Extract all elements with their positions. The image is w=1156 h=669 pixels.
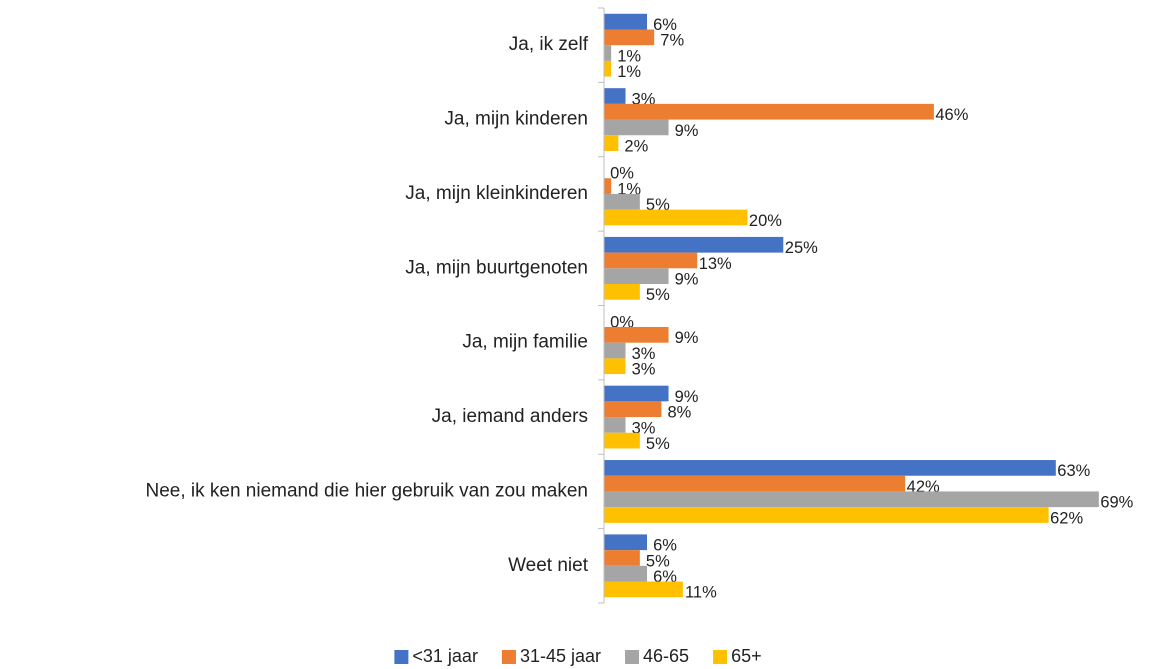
bar [604, 103, 934, 120]
legend-label: 65+ [731, 646, 762, 666]
legend-swatch [394, 650, 409, 664]
bar [604, 401, 662, 418]
legend-swatch [625, 650, 640, 664]
category-label: Nee, ik ken niemand die hier gebruik van… [145, 480, 588, 501]
legend-label: 46-65 [643, 646, 689, 666]
bar [604, 236, 784, 253]
bar [604, 581, 683, 598]
data-label: 25% [785, 239, 818, 257]
category-label: Weet niet [508, 555, 589, 576]
data-label: 6% [653, 16, 677, 34]
data-label: 3% [632, 361, 656, 379]
data-label: 0% [610, 165, 634, 183]
bar [604, 460, 1056, 476]
bar [604, 119, 669, 136]
data-label: 11% [685, 584, 717, 602]
bar [604, 193, 640, 210]
data-label: 9% [675, 329, 699, 347]
data-label: 1% [617, 63, 641, 81]
bar [604, 432, 640, 449]
data-label: 5% [646, 435, 670, 453]
data-label: 69% [1100, 494, 1133, 512]
data-label: 8% [667, 404, 691, 422]
bar [604, 507, 1049, 523]
data-label: 1% [617, 47, 641, 65]
bar [604, 385, 669, 402]
bar [604, 326, 669, 343]
data-label: 5% [646, 552, 670, 570]
data-label: 9% [675, 388, 699, 406]
bar [604, 29, 655, 46]
legend-label: 31-45 jaar [520, 646, 601, 666]
legend-label: <31 jaar [412, 646, 478, 666]
bar [604, 268, 669, 285]
bar [604, 491, 1099, 508]
bar [604, 417, 626, 433]
bar [604, 88, 626, 104]
bar [604, 135, 619, 151]
data-label: 9% [675, 271, 699, 289]
bar [604, 60, 612, 77]
data-label: 62% [1050, 509, 1083, 527]
bar [604, 178, 612, 194]
data-label: 5% [646, 286, 670, 304]
data-label: 7% [660, 32, 684, 50]
category-label: Ja, ik zelf [509, 34, 589, 55]
bar [604, 534, 648, 551]
bar [604, 550, 640, 566]
legend-swatch [501, 650, 516, 664]
category-label: Ja, mijn buurtgenoten [405, 257, 588, 278]
data-label: 6% [653, 537, 677, 555]
bar [604, 565, 648, 582]
data-label: 2% [624, 137, 648, 155]
bar [604, 13, 648, 30]
data-label: 46% [935, 106, 968, 124]
category-label: Ja, iemand anders [432, 406, 588, 427]
bar [604, 252, 698, 269]
category-label: Ja, mijn kinderen [444, 109, 588, 130]
data-label: 9% [675, 122, 699, 140]
data-label: 13% [699, 255, 732, 273]
category-label: Ja, mijn familie [462, 332, 588, 353]
data-label: 63% [1057, 462, 1090, 480]
bar [604, 475, 906, 492]
bar [604, 209, 748, 226]
bar [604, 358, 626, 375]
legend-swatch [713, 650, 728, 664]
bar [604, 45, 612, 61]
bar [604, 284, 640, 300]
data-label: 3% [632, 345, 656, 363]
bar [604, 342, 626, 359]
data-label: 20% [749, 212, 782, 230]
category-label: Ja, mijn kleinkinderen [405, 183, 588, 204]
